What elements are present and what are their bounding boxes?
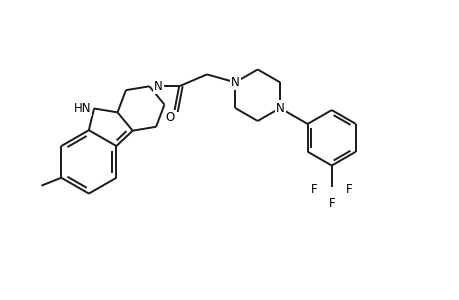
Text: O: O [165, 112, 174, 124]
Text: HN: HN [73, 102, 91, 115]
Text: N: N [275, 102, 284, 115]
Text: N: N [154, 80, 162, 93]
Text: F: F [346, 183, 352, 196]
Text: F: F [328, 197, 334, 210]
Text: F: F [310, 183, 317, 196]
Text: N: N [230, 76, 239, 89]
